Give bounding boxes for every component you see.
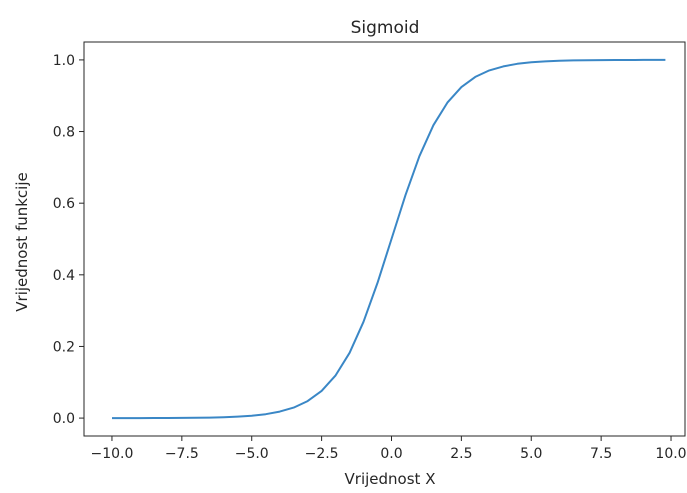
x-axis-ticks: −10.0 −7.5 −5.0 −2.5 0.0 2.5 5.0 7.5 10.0	[91, 436, 687, 462]
y-tick-label: 0.0	[53, 411, 75, 427]
x-tick-label: −5.0	[235, 446, 269, 462]
x-tick-label: 10.0	[655, 446, 686, 462]
series-layer	[112, 58, 666, 420]
y-axis-label: Vrijednost funkcije	[13, 172, 31, 311]
y-tick-label: 1.0	[53, 53, 75, 69]
plot-area-frame	[83, 41, 686, 437]
x-axis-label: Vrijednost X	[345, 470, 436, 488]
y-axis-ticks: 0.0 0.2 0.4 0.6 0.8 1.0	[53, 53, 84, 427]
x-tick-label: −10.0	[91, 446, 134, 462]
sigmoid-line	[112, 58, 666, 420]
x-tick-label: 5.0	[520, 446, 542, 462]
y-tick-label: 0.2	[53, 339, 75, 355]
x-tick-label: −2.5	[305, 446, 339, 462]
x-tick-label: 7.5	[590, 446, 612, 462]
x-tick-label: 0.0	[380, 446, 402, 462]
y-tick-label: 0.4	[53, 268, 75, 284]
y-tick-label: 0.6	[53, 196, 75, 212]
x-tick-label: 2.5	[450, 446, 472, 462]
x-tick-label: −7.5	[165, 446, 199, 462]
chart-title: Sigmoid	[351, 18, 420, 38]
y-tick-label: 0.8	[53, 125, 75, 141]
